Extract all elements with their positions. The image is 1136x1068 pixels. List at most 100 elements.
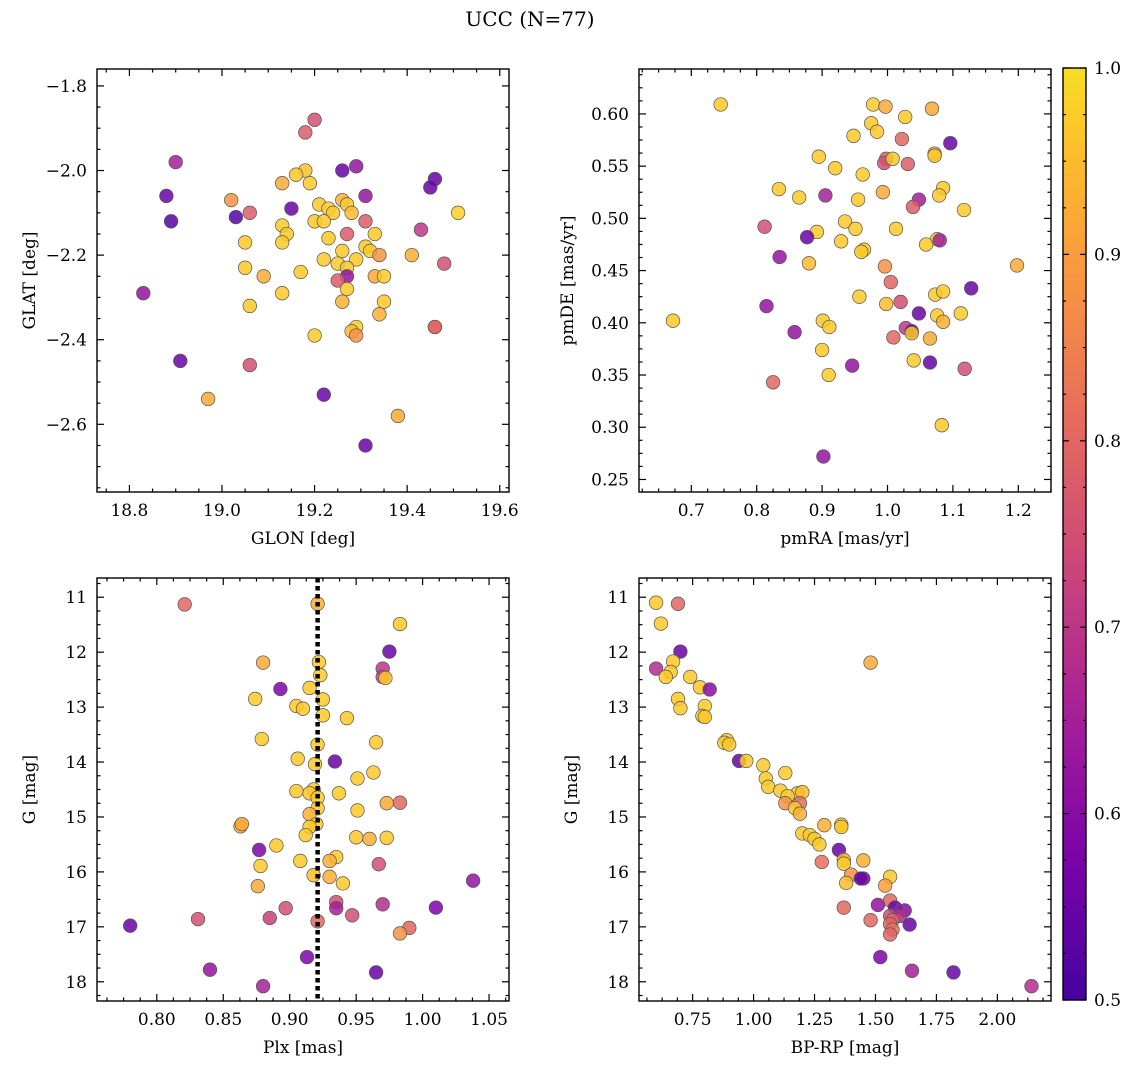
scatter-point bbox=[269, 838, 284, 853]
scatter-point bbox=[316, 214, 331, 229]
scatter-point bbox=[898, 109, 913, 125]
scatter-point bbox=[658, 669, 673, 685]
scatter-point bbox=[254, 731, 269, 747]
scatter-point bbox=[450, 205, 466, 220]
scatter-point bbox=[163, 214, 179, 229]
scatter-point bbox=[792, 806, 808, 821]
scatter-point bbox=[932, 233, 947, 248]
scatter-point bbox=[855, 167, 870, 182]
y-tick-label: 15 bbox=[65, 808, 87, 828]
scatter-point bbox=[882, 927, 898, 942]
scatter-point bbox=[821, 367, 836, 383]
scatter-point bbox=[964, 281, 979, 296]
y-tick-label: 0.40 bbox=[591, 314, 629, 334]
y-tick-label: −2.2 bbox=[46, 246, 87, 266]
scatter-point bbox=[683, 669, 698, 685]
y-tick-label: 11 bbox=[607, 588, 629, 608]
scatter-point bbox=[251, 842, 267, 858]
x-tick-label: 0.75 bbox=[674, 1010, 712, 1030]
scatter-point bbox=[255, 979, 271, 994]
scatter-point bbox=[428, 900, 444, 915]
x-tick-label: 1.2 bbox=[1005, 501, 1032, 521]
scatter-point bbox=[756, 758, 771, 773]
scatter-point bbox=[200, 391, 216, 407]
scatter-point bbox=[799, 230, 815, 245]
scatter-point bbox=[801, 256, 817, 271]
scatter-point bbox=[273, 681, 288, 697]
scatter-point bbox=[168, 154, 183, 170]
scatter-point bbox=[290, 751, 305, 766]
scatter-point bbox=[883, 274, 898, 290]
scatter-point bbox=[761, 779, 776, 794]
x-tick-label: 1.1 bbox=[939, 501, 966, 521]
scatter-point bbox=[322, 853, 337, 869]
scatter-point bbox=[665, 313, 681, 328]
scatter-point bbox=[702, 682, 717, 697]
scatter-point bbox=[837, 214, 853, 229]
scatter-point bbox=[852, 289, 867, 304]
scatter-point bbox=[392, 616, 408, 632]
x-tick-label: 0.80 bbox=[138, 1010, 176, 1030]
x-tick-label: 19.0 bbox=[203, 501, 241, 521]
scatter-point bbox=[924, 101, 940, 116]
scatter-point bbox=[392, 926, 408, 941]
panel-plx-g: 0.80 0.85 0.90 0.95 1.00 1.05 11 12 13 14 15 16 17 18… bbox=[20, 577, 510, 1058]
x-tick-label: 19.4 bbox=[388, 501, 426, 521]
scatter-point bbox=[932, 188, 947, 203]
scatter-point bbox=[339, 281, 355, 297]
scatter-point bbox=[228, 209, 244, 225]
scatter-point bbox=[289, 783, 304, 799]
scatter-point bbox=[935, 284, 951, 299]
scatter-point bbox=[302, 680, 317, 696]
scatter-point bbox=[670, 596, 686, 611]
scatter-points bbox=[665, 97, 1025, 464]
scatter-point bbox=[814, 342, 830, 358]
scatter-point bbox=[298, 125, 313, 140]
scatter-point bbox=[339, 226, 355, 242]
scatter-point bbox=[202, 962, 218, 977]
x-axis-label: Plx [mas] bbox=[263, 1038, 343, 1058]
scatter-point bbox=[307, 328, 322, 343]
y-tick-label: 16 bbox=[65, 863, 87, 883]
colorbar-tick-label: 0.6 bbox=[1094, 805, 1121, 825]
scatter-point bbox=[870, 897, 886, 913]
scatter-point bbox=[865, 97, 881, 112]
scatter-point bbox=[335, 163, 350, 178]
scatter-point bbox=[845, 358, 860, 373]
scatter-point bbox=[853, 871, 868, 886]
scatter-point bbox=[372, 247, 387, 263]
scatter-point bbox=[772, 249, 787, 265]
scatter-point bbox=[295, 701, 311, 716]
scatter-point bbox=[927, 148, 942, 163]
scatter-point bbox=[345, 908, 360, 923]
scatter-point bbox=[904, 326, 919, 341]
y-tick-label: 0.30 bbox=[591, 418, 629, 438]
scatter-point bbox=[242, 205, 257, 220]
x-tick-label: 1.75 bbox=[917, 1010, 955, 1030]
x-tick-label: 1.0 bbox=[874, 501, 901, 521]
scatter-point bbox=[298, 827, 313, 843]
scatter-point bbox=[293, 264, 308, 280]
x-tick-label: 0.95 bbox=[337, 1010, 375, 1030]
y-tick-label: −2.0 bbox=[46, 162, 87, 182]
y-tick-label: 0.35 bbox=[591, 366, 629, 386]
scatter-point bbox=[376, 294, 392, 309]
scatter-point bbox=[262, 910, 277, 926]
scatter-point bbox=[237, 235, 253, 250]
scatter-point bbox=[237, 260, 253, 275]
scatter-point bbox=[256, 269, 271, 284]
scatter-point bbox=[335, 876, 351, 891]
scatter-point bbox=[673, 644, 688, 659]
scatter-point bbox=[850, 192, 866, 207]
scatter-point bbox=[392, 795, 408, 810]
colorbar: 0.5 0.6 0.7 0.8 0.9 1.0 bbox=[1062, 59, 1121, 1011]
scatter-point bbox=[869, 124, 885, 139]
scatter-points bbox=[648, 595, 1039, 994]
scatter-point bbox=[378, 670, 393, 686]
scatter-point bbox=[648, 595, 664, 610]
scatter-point bbox=[877, 259, 893, 274]
colorbar-gradient bbox=[1062, 67, 1087, 1001]
scatter-point bbox=[335, 294, 350, 309]
scatter-point bbox=[368, 965, 384, 980]
